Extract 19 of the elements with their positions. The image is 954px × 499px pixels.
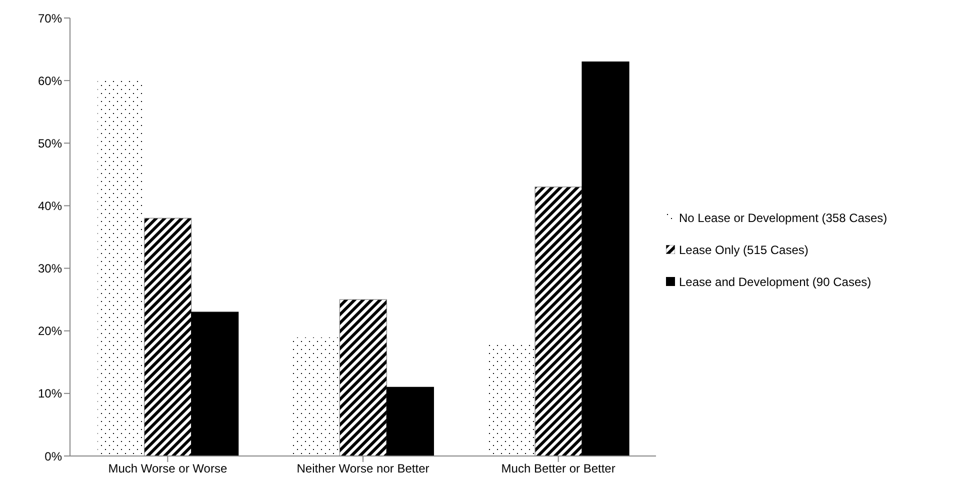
bar	[488, 343, 536, 456]
y-tick-label: 0%	[44, 449, 62, 464]
legend-label: No Lease or Development (358 Cases)	[679, 210, 888, 226]
y-tick-label: 40%	[38, 198, 62, 213]
y-tick-label: 60%	[38, 74, 62, 88]
x-tick-label: Neither Worse nor Better	[296, 462, 430, 476]
y-tick-label: 50%	[38, 136, 62, 150]
x-tick-label: Much Worse or Worse	[108, 462, 228, 476]
legend-label: Lease and Development (90 Cases)	[679, 274, 872, 290]
y-tick-label: 20%	[38, 324, 62, 338]
bar	[292, 336, 340, 456]
y-tick-label: 70%	[38, 11, 62, 26]
x-tick-label: Much Better or Better	[501, 462, 616, 476]
bar	[191, 312, 239, 456]
bar	[386, 386, 434, 456]
y-tick-label: 30%	[38, 262, 62, 276]
legend-label: Lease Only (515 Cases)	[679, 242, 808, 258]
bar	[582, 62, 630, 456]
y-tick-label: 10%	[38, 386, 62, 401]
